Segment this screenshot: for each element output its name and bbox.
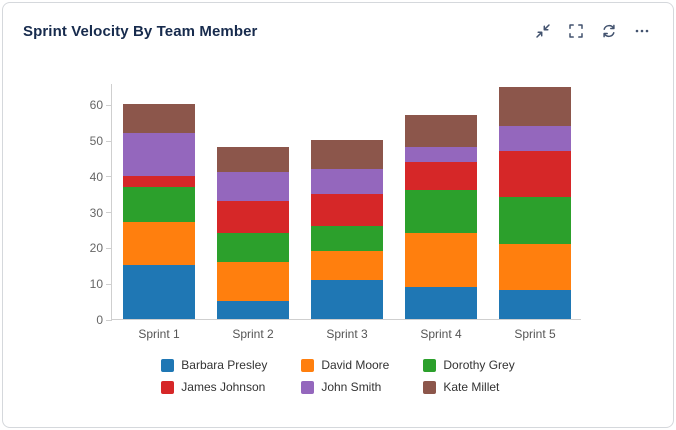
bar-segment[interactable]	[499, 243, 571, 291]
more-icon	[635, 29, 649, 33]
x-tick-label: Sprint 5	[514, 327, 556, 341]
legend-swatch	[161, 358, 175, 372]
y-tick-mark	[106, 140, 112, 142]
y-tick-mark	[106, 247, 112, 249]
legend-swatch	[301, 358, 315, 372]
refresh-button[interactable]	[596, 18, 622, 44]
bar-segment[interactable]	[217, 172, 289, 201]
collapse-icon	[536, 24, 550, 38]
legend-item[interactable]: James Johnson	[161, 380, 267, 394]
y-tick-label: 50	[89, 134, 103, 149]
legend-swatch	[161, 380, 175, 394]
bar-segment[interactable]	[123, 265, 195, 319]
y-tick-label: 30	[89, 205, 103, 220]
legend-label: David Moore	[321, 358, 390, 372]
bar-segment[interactable]	[311, 251, 383, 280]
x-tick-label: Sprint 2	[232, 327, 274, 341]
bar-segment[interactable]	[217, 147, 289, 173]
chart-legend: Barbara Presley David Moore Dorothy Grey Ja…	[3, 358, 673, 394]
legend-label: James Johnson	[181, 380, 266, 394]
bar-segment[interactable]	[499, 197, 571, 244]
more-options-button[interactable]	[629, 18, 655, 44]
y-tick-label: 40	[89, 169, 103, 184]
legend-item[interactable]: Kate Millet	[423, 380, 514, 394]
bar-segment[interactable]	[217, 233, 289, 262]
card-header: Sprint Velocity By Team Member	[3, 3, 673, 50]
y-tick-mark	[106, 104, 112, 106]
legend-label: Dorothy Grey	[443, 358, 515, 372]
bar-segment[interactable]	[123, 222, 195, 266]
bar-segment[interactable]	[405, 161, 477, 191]
y-tick-label: 10	[89, 277, 103, 292]
bar-segment[interactable]	[311, 168, 383, 194]
bar-segment[interactable]	[405, 286, 477, 319]
bar-segment[interactable]	[311, 226, 383, 252]
bar-segment[interactable]	[123, 186, 195, 223]
legend-item[interactable]: John Smith	[301, 380, 389, 394]
x-tick-label: Sprint 3	[326, 327, 368, 341]
bar-segment[interactable]	[311, 140, 383, 169]
y-tick-label: 0	[96, 313, 103, 327]
bar-segment[interactable]	[499, 150, 571, 198]
collapse-button[interactable]	[530, 18, 556, 44]
bar-segment[interactable]	[123, 133, 195, 176]
refresh-icon	[603, 24, 615, 38]
bar-segment[interactable]	[499, 86, 571, 126]
y-tick-mark	[106, 319, 112, 321]
y-tick-mark	[106, 176, 112, 178]
bar-segment[interactable]	[311, 279, 383, 319]
legend-swatch	[423, 380, 437, 394]
page-title: Sprint Velocity By Team Member	[23, 22, 258, 40]
y-tick-mark	[106, 283, 112, 285]
legend-swatch	[301, 380, 315, 394]
bar-segment[interactable]	[499, 125, 571, 151]
legend-item[interactable]: Dorothy Grey	[423, 358, 515, 372]
legend-label: Kate Millet	[443, 380, 500, 394]
legend-label: Barbara Presley	[181, 358, 268, 372]
legend-label: John Smith	[321, 380, 382, 394]
bar-segment[interactable]	[405, 190, 477, 234]
bar-segment[interactable]	[123, 175, 195, 187]
legend-item[interactable]: Barbara Presley	[161, 358, 267, 372]
stacked-bar-chart: 0 10 20 30 40 50 60 Sprint 1 Sprint 2 Sprint 3 Spr…	[3, 50, 673, 410]
bar-segment[interactable]	[217, 301, 289, 319]
y-tick-label: 20	[89, 241, 103, 256]
bar-segment[interactable]	[311, 193, 383, 227]
bar-segment[interactable]	[405, 233, 477, 287]
x-tick-label: Sprint 4	[420, 327, 462, 341]
bar-segment[interactable]	[123, 104, 195, 134]
legend-item[interactable]: David Moore	[301, 358, 389, 372]
bar-segment[interactable]	[217, 201, 289, 234]
bar-segment[interactable]	[405, 147, 477, 162]
x-tick-label: Sprint 1	[138, 327, 180, 341]
legend-swatch	[423, 358, 437, 372]
y-tick-mark	[106, 212, 112, 214]
fullscreen-icon	[569, 24, 583, 38]
bar-segment[interactable]	[217, 261, 289, 302]
y-tick-label: 60	[89, 98, 103, 113]
card-actions	[530, 18, 655, 44]
plot-area: 0 10 20 30 40 50 60 Sprint 1 Sprint 2 Sprint 3 Spr…	[90, 84, 581, 341]
bar-segment[interactable]	[499, 290, 571, 319]
fullscreen-button[interactable]	[563, 18, 589, 44]
bar-segment[interactable]	[405, 115, 477, 148]
